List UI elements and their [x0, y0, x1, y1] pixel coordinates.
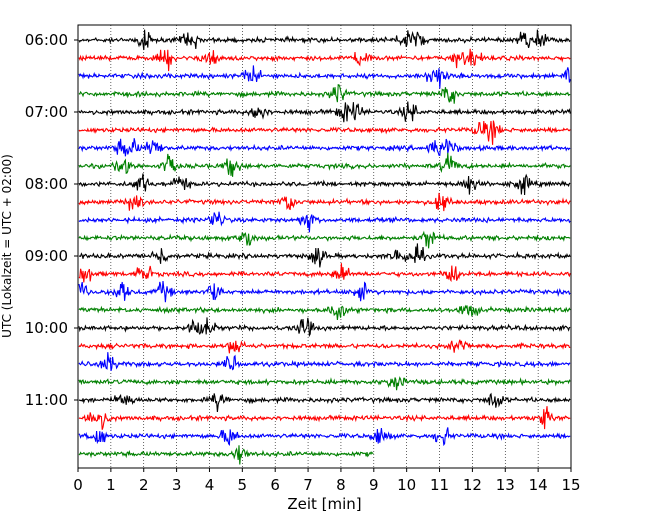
trace-line [78, 65, 571, 89]
trace-line [78, 48, 571, 72]
y-tick-label: 11:00 [25, 391, 68, 409]
x-axis: 0 1 2 3 4 5 6 7 8 9 10 11 12 13 14 15 [73, 468, 581, 494]
x-tick-label: 4 [205, 476, 215, 494]
trace-line [78, 427, 571, 447]
y-tick-label: 08:00 [25, 175, 68, 193]
trace-line [78, 84, 571, 104]
x-tick-label: 5 [238, 476, 248, 494]
y-tick-label: 09:00 [25, 247, 68, 265]
grid-lines [110, 25, 539, 468]
y-tick-label: 10:00 [25, 319, 68, 337]
trace-line [78, 173, 571, 196]
y-tick-label: 07:00 [25, 103, 68, 121]
trace-line [78, 211, 571, 233]
x-tick-label: 7 [303, 476, 313, 494]
x-tick-label: 6 [270, 476, 280, 494]
trace-line [78, 152, 571, 177]
trace-line [78, 120, 571, 145]
x-tick-label: 0 [73, 476, 83, 494]
trace-group [78, 29, 571, 465]
trace-line [78, 392, 571, 412]
trace-line [78, 192, 571, 212]
trace-line [78, 352, 571, 371]
trace-line [78, 263, 571, 283]
x-tick-label: 12 [463, 476, 482, 494]
trace-line [78, 230, 571, 249]
x-tick-label: 15 [561, 476, 580, 494]
trace-line [78, 317, 571, 338]
x-tick-label: 9 [369, 476, 379, 494]
trace-line [78, 339, 571, 354]
x-tick-label: 13 [496, 476, 515, 494]
trace-line [78, 280, 571, 303]
x-tick-label: 3 [172, 476, 182, 494]
y-axis: 06:00 07:00 08:00 09:00 10:00 11:00 [25, 31, 78, 409]
x-tick-label: 1 [106, 476, 116, 494]
x-axis-label: Zeit [min] [287, 495, 361, 513]
y-axis-label: UTC (Lokalzeit = UTC + 02:00) [0, 154, 14, 338]
trace-line [78, 29, 571, 51]
trace-line [78, 406, 571, 430]
trace-line [78, 304, 571, 320]
x-tick-label: 10 [397, 476, 416, 494]
x-tick-label: 14 [529, 476, 548, 494]
trace-line [78, 376, 571, 391]
y-tick-label: 06:00 [25, 31, 68, 49]
plot-frame [77, 24, 572, 469]
trace-line [78, 101, 571, 123]
trace-line [78, 138, 571, 157]
x-tick-label: 11 [430, 476, 449, 494]
x-tick-label: 2 [139, 476, 149, 494]
trace-line [78, 445, 374, 465]
x-tick-label: 8 [336, 476, 346, 494]
trace-line [78, 243, 571, 268]
